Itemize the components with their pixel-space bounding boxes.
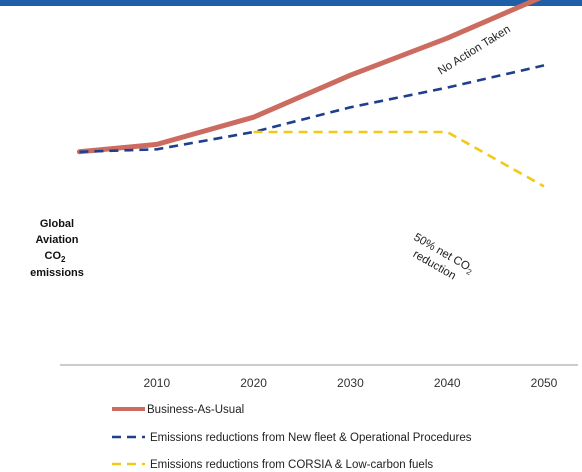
series-line-3 xyxy=(253,130,545,188)
y-label-emissions: emissions xyxy=(30,267,84,279)
annotation-50-percent-reduction: 50% net CO2 reduction xyxy=(411,231,474,282)
top-accent-bar xyxy=(0,0,582,6)
legend-label-business-as-usual: Business-As-Usual xyxy=(147,404,244,416)
y-label-co: CO xyxy=(45,250,62,262)
x-tick-label-2040: 2040 xyxy=(434,376,461,390)
x-tick-label-2020: 2020 xyxy=(240,376,267,390)
annotation-no-action-taken: No Action Taken xyxy=(436,23,513,77)
series-line-1 xyxy=(76,0,542,155)
y-label-co2-subscript: 2 xyxy=(61,255,66,264)
x-tick-label-2010: 2010 xyxy=(143,376,170,390)
series-layer xyxy=(76,0,545,188)
series-line-2 xyxy=(79,64,545,154)
x-tick-label-2030: 2030 xyxy=(337,376,364,390)
annotation-co2-subscript: 2 xyxy=(465,267,474,277)
legend-label-new-fleet: Emissions reductions from New fleet & Op… xyxy=(150,432,472,444)
y-label-aviation: Aviation xyxy=(36,234,79,246)
chart-legend: Business-As-Usual Emissions reductions f… xyxy=(112,404,472,471)
x-tick-label-2050: 2050 xyxy=(531,376,558,390)
y-label-co2: CO2 xyxy=(45,250,67,264)
x-tick-labels: 2010 2020 2030 2040 2050 xyxy=(143,376,557,390)
legend-label-corsia: Emissions reductions from CORSIA & Low-c… xyxy=(150,459,433,471)
y-label-global: Global xyxy=(40,218,74,230)
